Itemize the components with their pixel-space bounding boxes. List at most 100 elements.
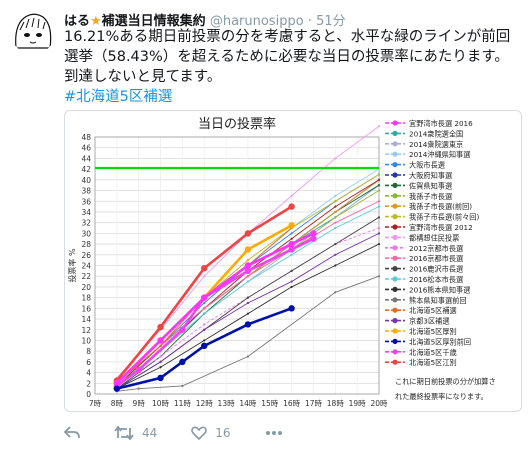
chart-annotation: これに期日前投票の分が加算さ [395, 377, 496, 386]
legend-label: 北海道5区補選 [409, 306, 457, 315]
legend-label: 我孫子市長選 [409, 192, 452, 201]
data-point [377, 205, 381, 208]
data-point [334, 205, 337, 208]
legend-marker [392, 214, 398, 220]
y-tick-label: 16 [81, 304, 91, 313]
highlighted-data-point [310, 235, 317, 242]
data-point [377, 232, 381, 235]
highlighted-series-line [115, 232, 315, 385]
x-tick-label: 18時 [327, 399, 345, 408]
data-point [203, 339, 206, 342]
highlighted-data-point [201, 342, 208, 350]
data-point [377, 275, 381, 278]
legend-label: 2016熊本県知事選 [409, 285, 470, 294]
user-handle[interactable]: @harunosippo [209, 14, 304, 29]
legend-marker [392, 141, 398, 147]
retweet-button[interactable]: 44 [114, 426, 157, 440]
y-tick-label: 28 [81, 240, 91, 249]
like-button[interactable]: 16 [191, 426, 231, 440]
x-tick-label: 14時 [239, 399, 257, 408]
data-point [334, 221, 337, 224]
legend-label: 2014衆院選全国 [409, 129, 463, 138]
data-point [377, 184, 381, 187]
x-tick-label: 19時 [349, 399, 367, 408]
y-tick-label: 18 [81, 294, 91, 303]
legend-label: 京都3区補選 [409, 317, 450, 326]
tweet-actions: 44 16 [64, 424, 317, 442]
data-point [290, 232, 293, 235]
data-point [290, 269, 293, 272]
data-point [377, 200, 381, 203]
legend-marker [392, 266, 398, 272]
tweet-text: 16.21%ある期日前投票の分を考慮すると、水平な緑のラインが前回選挙（58.4… [64, 27, 519, 107]
data-point [334, 210, 337, 214]
x-tick-label: 16時 [283, 399, 301, 408]
data-point [159, 366, 162, 369]
data-point [377, 216, 381, 219]
tweet-body: 16.21%ある期日前投票の分を考慮すると、水平な緑のラインが前回選挙（58.4… [64, 29, 511, 85]
legend-label: 北海道5区厚別前回 [409, 337, 471, 346]
highlighted-series-line [116, 307, 293, 390]
avatar[interactable] [10, 8, 56, 54]
data-point [203, 323, 206, 326]
data-point [290, 285, 293, 289]
legend-marker [392, 172, 398, 178]
legend-marker [392, 224, 398, 230]
legend-label: 我孫子市長選(前回) [409, 202, 472, 211]
y-tick-label: 32 [81, 219, 91, 228]
highlighted-data-point [288, 203, 295, 210]
highlighted-data-point [288, 222, 295, 229]
x-tick-label: 10時 [152, 399, 170, 408]
chart-annotation-cont: れた最終投票率になります。 [395, 392, 488, 401]
highlighted-data-point [135, 366, 142, 374]
legend-marker [392, 338, 398, 344]
data-point [246, 301, 250, 305]
data-point [246, 312, 250, 315]
x-tick-label: 7時 [89, 399, 102, 408]
x-tick-label: 8時 [111, 399, 124, 408]
legend-label: 北海道5区厚別 [409, 327, 457, 336]
legend-marker [392, 182, 398, 188]
legend-marker [392, 276, 398, 282]
data-point [203, 328, 206, 331]
more-icon [265, 431, 282, 435]
data-point [334, 253, 337, 256]
data-point [334, 226, 337, 230]
highlighted-data-point [244, 230, 252, 237]
highlighted-data-point [310, 230, 317, 237]
y-tick-label: 12 [81, 326, 91, 335]
display-name-suffix[interactable]: 補選当日情報集約 [101, 14, 206, 29]
legend-marker [392, 359, 398, 365]
y-tick-label: 42 [81, 165, 91, 174]
legend-label: 熊本県知事選前回 [409, 296, 467, 305]
data-point [246, 275, 250, 278]
display-name[interactable]: はる [64, 14, 91, 29]
legend-label: 我孫子市長選(前々回) [409, 213, 479, 222]
chart-image[interactable]: 当日の投票率 0 2 4 6 8 10 12 14 16 18 20 22 24 26 28 30 32 34 36 3… [64, 110, 522, 412]
x-tick-label: 9時 [133, 399, 146, 408]
highlighted-data-point [244, 321, 252, 328]
highlighted-data-point [179, 358, 186, 366]
legend-label: 2016鹿沢市長選 [409, 265, 463, 274]
legend-label: 宜野湾市長選 2016 [409, 119, 473, 128]
legend-marker [392, 286, 398, 292]
legend-marker [392, 255, 398, 261]
y-tick-label: 48 [81, 133, 91, 142]
more-button[interactable] [265, 430, 283, 436]
reply-button[interactable] [64, 426, 80, 440]
x-tick-label: 17時 [305, 399, 323, 408]
y-tick-label: 8 [86, 347, 91, 356]
highlighted-data-point [179, 326, 186, 333]
highlighted-data-point [201, 264, 208, 272]
vote-turnout-chart: 当日の投票率0246810121416182022242628303234363… [67, 116, 496, 408]
hashtag-link[interactable]: #北海道5区補選 [64, 89, 173, 105]
legend-marker [392, 130, 398, 136]
x-tick-label: 20時 [370, 399, 388, 408]
y-tick-label: 34 [81, 208, 91, 217]
legend-marker [392, 162, 398, 168]
timestamp[interactable]: 51分 [316, 14, 346, 29]
avatar-icon [10, 8, 56, 54]
highlighted-data-point [288, 246, 295, 253]
data-point [290, 253, 293, 256]
data-point [377, 226, 381, 230]
